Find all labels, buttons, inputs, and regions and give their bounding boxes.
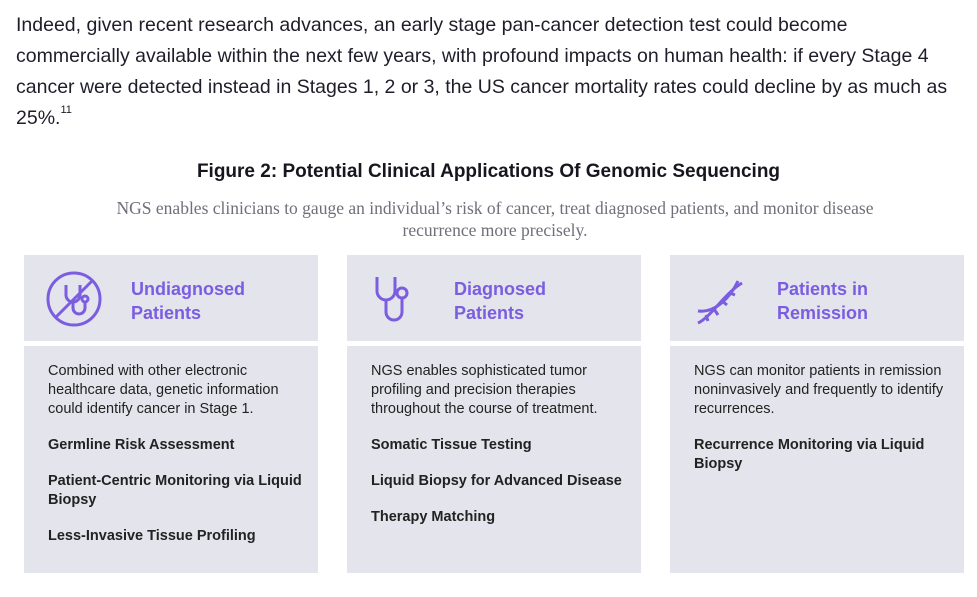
figure-title: Figure 2: Potential Clinical Application… (196, 161, 781, 182)
figure-subtitle: NGS enables clinicians to gauge an indiv… (116, 198, 874, 240)
column-heading: Diagnosed Patients (454, 277, 546, 325)
heading-line: Patients in (777, 279, 869, 299)
body-content: NGS can monitor patients in remission no… (694, 362, 956, 474)
description: Combined with other electronic healthcar… (48, 363, 279, 417)
body-content: NGS enables sophisticated tumor profilin… (371, 362, 633, 527)
heading-line: Patients (131, 303, 202, 323)
heading-line: Diagnosed (454, 279, 547, 299)
column-body: NGS enables sophisticated tumor profilin… (347, 346, 641, 573)
footnote-ref: 11 (60, 104, 72, 116)
application-item: Less-Invasive Tissue Profiling (48, 528, 256, 544)
column-body: NGS can monitor patients in remission no… (670, 346, 964, 573)
description: NGS enables sophisticated tumor profilin… (371, 363, 598, 417)
application-item: Patient-Centric Monitoring via Liquid Bi… (48, 473, 302, 508)
description: NGS can monitor patients in remission no… (694, 363, 944, 417)
application-item: Therapy Matching (371, 509, 496, 525)
heading-line: Remission (777, 303, 869, 323)
application-item: Recurrence Monitoring via Liquid Biopsy (694, 437, 925, 472)
body-content: Combined with other electronic healthcar… (48, 362, 310, 546)
application-item: Germline Risk Assessment (48, 437, 235, 453)
icon (44, 269, 104, 334)
column-header: Undiagnosed Patients (24, 255, 318, 341)
column-heading: Undiagnosed Patients (131, 277, 245, 325)
column-header: Diagnosed Patients (347, 255, 641, 341)
column-heading: Patients in Remission (777, 277, 868, 325)
column-body: Combined with other electronic healthcar… (24, 346, 318, 573)
paragraph-text: Indeed, given recent research advances, … (16, 14, 948, 129)
icon (690, 273, 750, 338)
application-item: Somatic Tissue Testing (371, 437, 532, 453)
heading-line: Undiagnosed (131, 279, 246, 299)
application-item: Liquid Biopsy for Advanced Disease (371, 473, 622, 489)
column-header: Patients in Remission (670, 255, 964, 341)
icon (367, 269, 427, 334)
paragraph: Indeed, given recent research advances, … (16, 10, 966, 134)
heading-line: Patients (454, 303, 525, 323)
